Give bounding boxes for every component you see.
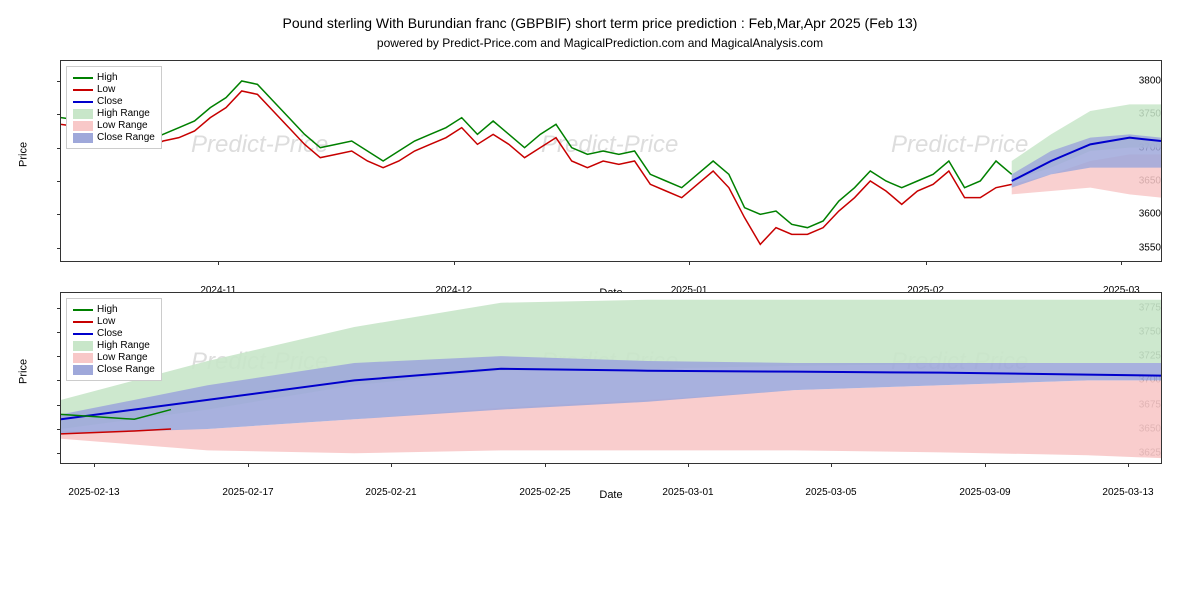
x-axis-label: Date [599, 489, 622, 501]
y-axis-label: Price [18, 359, 30, 384]
legend-swatch [73, 121, 93, 131]
x-tick-label: 2025-03-13 [1102, 487, 1153, 498]
legend-item: High Range [73, 340, 155, 351]
legend-item: Low [73, 84, 155, 95]
legend-item: Close Range [73, 364, 155, 375]
legend-item: Close Range [73, 132, 155, 143]
legend-label: Close [97, 96, 123, 107]
legend-label: Low [97, 84, 115, 95]
legend-swatch [73, 309, 93, 311]
legend-label: High [97, 304, 118, 315]
legend-item: Low Range [73, 352, 155, 363]
x-tick-label: 2025-03-05 [805, 487, 856, 498]
legend-label: Low [97, 316, 115, 327]
legend-swatch [73, 353, 93, 363]
legend-item: Low Range [73, 120, 155, 131]
legend-swatch [73, 321, 93, 323]
legend-item: High Range [73, 108, 155, 119]
legend-item: Close [73, 328, 155, 339]
bottom-chart: HighLowCloseHigh RangeLow RangeClose Ran… [60, 292, 1162, 464]
legend-swatch [73, 365, 93, 375]
legend-label: High [97, 72, 118, 83]
legend-item: High [73, 304, 155, 315]
legend-label: Low Range [97, 352, 148, 363]
y-axis-label: Price [18, 142, 30, 167]
legend-item: Close [73, 96, 155, 107]
legend-label: Close [97, 328, 123, 339]
chart-legend: HighLowCloseHigh RangeLow RangeClose Ran… [66, 298, 162, 381]
x-tick-label: 2025-03-01 [662, 487, 713, 498]
x-tick-label: 2025-02-25 [519, 487, 570, 498]
legend-label: Close Range [97, 132, 155, 143]
legend-label: Close Range [97, 364, 155, 375]
legend-label: High Range [97, 108, 150, 119]
legend-swatch [73, 341, 93, 351]
legend-swatch [73, 133, 93, 143]
legend-swatch [73, 89, 93, 91]
legend-label: High Range [97, 340, 150, 351]
chart-subtitle: powered by Predict-Price.com and Magical… [10, 36, 1190, 50]
x-tick-label: 2025-02-13 [68, 487, 119, 498]
legend-item: Low [73, 316, 155, 327]
top-chart: HighLowCloseHigh RangeLow RangeClose Ran… [60, 60, 1162, 262]
legend-swatch [73, 333, 93, 335]
legend-label: Low Range [97, 120, 148, 131]
legend-swatch [73, 109, 93, 119]
x-tick-label: 2025-02-17 [222, 487, 273, 498]
x-tick-label: 2025-03-09 [959, 487, 1010, 498]
x-tick-label: 2025-02-21 [365, 487, 416, 498]
legend-item: High [73, 72, 155, 83]
chart-title: Pound sterling With Burundian franc (GBP… [10, 15, 1190, 31]
legend-swatch [73, 101, 93, 103]
legend-swatch [73, 77, 93, 79]
chart-legend: HighLowCloseHigh RangeLow RangeClose Ran… [66, 66, 162, 149]
